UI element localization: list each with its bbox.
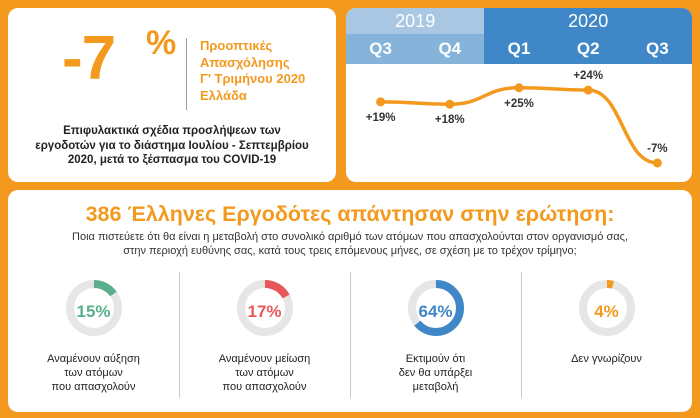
caption-line: των ατόμων: [64, 367, 123, 379]
caption-line: Αναμένουν αύξηση: [47, 353, 140, 365]
caption-line: των ατόμων: [235, 367, 294, 379]
divider: [186, 38, 187, 110]
donut-percentage: 4%: [594, 302, 619, 321]
trend-point: [583, 85, 593, 95]
caption-line: που απασχολούν: [222, 381, 307, 393]
trend-data-label: +25%: [504, 97, 534, 110]
question-line: Ποια πιστεύετε ότι θα είναι η μεταβολή σ…: [72, 231, 628, 243]
trend-point: [514, 83, 524, 93]
question-line: στην περιοχή ευθύνης σας, κατά τους τρει…: [123, 245, 577, 257]
description-line: εργοδοτών για το διάστημα Ιουλίου - Σεπτ…: [35, 139, 309, 152]
donut-chart: [578, 280, 635, 336]
headline-value: -7: [62, 24, 116, 93]
trend-point: [652, 158, 662, 168]
donut-segment: [65, 280, 122, 336]
donut-segment: [578, 280, 635, 336]
trend-chart-card: 2019 2020 Q3 Q4 Q1 Q2 Q3 +19% +18% +25% +24% -7%: [346, 8, 692, 182]
donut-percentage: 64%: [418, 302, 453, 321]
quarter-label: Q3: [622, 34, 692, 64]
headline-percentage: -7 %: [62, 26, 176, 90]
trend-point: [445, 99, 455, 109]
caption-line: Δεν γνωρίζουν: [571, 353, 642, 365]
trend-line-chart: [376, 83, 662, 168]
caption-line: δεν θα υπάρξει: [398, 367, 473, 379]
survey-result: 15% Αναμένουν αύξηση των ατόμων που απασχολ…: [19, 280, 169, 400]
survey-result: 4% Δεν γνωρίζουν: [532, 280, 682, 400]
description-line: Επιφυλακτικά σχέδια προσλήψεων των: [63, 125, 281, 137]
donut-segment: [236, 280, 293, 336]
quarter-label: Q4: [415, 34, 485, 64]
title-line: Ελλάδα: [200, 87, 247, 103]
donut-caption: Εκτιμούν ότι δεν θα υπάρξει μεταβολή: [361, 352, 511, 394]
year-label: 2019: [346, 8, 485, 34]
caption-line: Εκτιμούν ότι: [405, 353, 466, 365]
survey-result: 17% Αναμένουν μείωση των ατόμων που απασχολ…: [190, 280, 340, 400]
trend-data-label: +19%: [365, 111, 396, 124]
trend-data-label: -7%: [647, 142, 668, 155]
survey-result: 64% Εκτιμούν ότι δεν θα υπάρξει μεταβολή: [361, 280, 511, 400]
column-divider: [521, 272, 522, 398]
title-line: Απασχόλησης: [200, 54, 290, 70]
donut-chart: [65, 280, 122, 336]
trend-data-label: +18%: [434, 114, 465, 127]
survey-card: 386 Έλληνες Εργοδότες απάντησαν στην ερώ…: [8, 190, 692, 412]
column-divider: [179, 272, 180, 398]
donut-segment: [407, 280, 464, 336]
survey-question: Ποια πιστεύετε ότι θα είναι η μεταβολή σ…: [28, 230, 672, 258]
trend-point: [376, 97, 386, 107]
donut-chart: [407, 280, 464, 336]
donut-chart: [236, 280, 293, 336]
donut-percentage: 15%: [76, 302, 111, 321]
donut-caption: Αναμένουν αύξηση των ατόμων που απασχολούν: [19, 352, 169, 394]
title-line: Γ' Τριμήνου 2020: [200, 71, 306, 86]
trend-data-label: +24%: [573, 70, 604, 83]
description-line: 2020, μετά το ξέσπασμα του COVID-19: [67, 154, 277, 166]
headline-title: Προοπτικές Απασχόλησης Γ' Τριμήνου 2020 …: [200, 38, 330, 104]
quarter-label: Q2: [553, 34, 623, 64]
quarter-label: Q3: [346, 34, 416, 64]
column-divider: [350, 272, 351, 398]
headline-card: -7 % Προοπτικές Απασχόλησης Γ' Τριμήνου …: [8, 8, 336, 182]
headline-description: Επιφυλακτικά σχέδια προσλήψεων των εργοδ…: [16, 124, 328, 168]
donut-caption: Αναμένουν μείωση των ατόμων που απασχολούν: [190, 352, 340, 394]
caption-line: που απασχολούν: [51, 381, 136, 393]
headline-unit: %: [146, 24, 176, 62]
donut-caption: Δεν γνωρίζουν: [532, 352, 682, 366]
quarter-label: Q1: [484, 34, 554, 64]
year-label: 2020: [484, 8, 692, 34]
caption-line: Αναμένουν μείωση: [218, 353, 311, 365]
title-line: Προοπτικές: [200, 38, 273, 53]
donut-percentage: 17%: [247, 302, 282, 321]
caption-line: μεταβολή: [412, 381, 459, 393]
survey-heading: 386 Έλληνες Εργοδότες απάντησαν στην ερώ…: [85, 202, 615, 226]
